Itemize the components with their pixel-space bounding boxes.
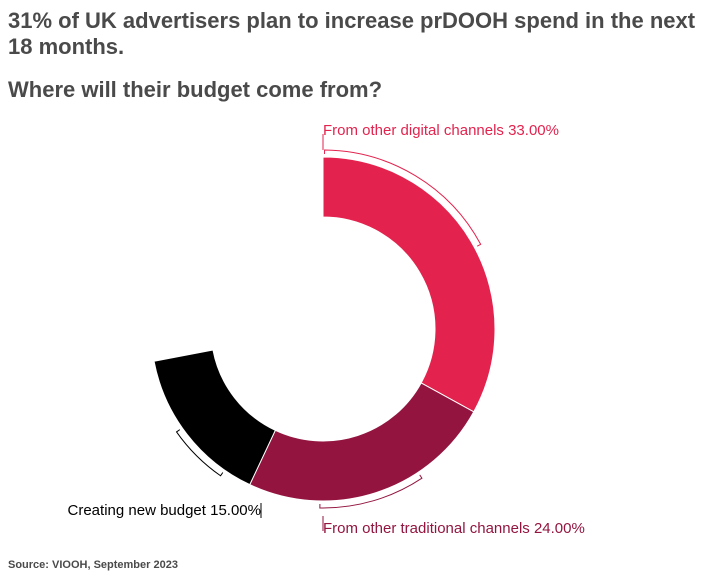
chart-title: 31% of UK advertisers plan to increase p… (8, 8, 696, 59)
donut-slices (153, 156, 496, 502)
slice-labels: From other digital channels 33.00% From o… (68, 122, 585, 537)
label-from-other-traditional-channels: From other traditional channels 24.00% (323, 520, 585, 537)
slice-from-other-traditional-channels (249, 382, 475, 502)
slice-creating-new-budget (153, 349, 276, 486)
bracket-creating-new-budget (175, 429, 224, 477)
source-note: Source: VIOOH, September 2023 (8, 559, 178, 571)
bracket-from-other-traditional-channels (319, 474, 423, 509)
label-from-other-digital-channels: From other digital channels 33.00% (323, 122, 559, 139)
label-creating-new-budget: Creating new budget 15.00% (68, 502, 261, 519)
label-brackets (175, 134, 482, 531)
slice-from-other-digital-channels (322, 156, 496, 413)
chart-subtitle: Where will their budget come from? (8, 77, 383, 102)
bracket-from-other-digital-channels (324, 149, 482, 247)
